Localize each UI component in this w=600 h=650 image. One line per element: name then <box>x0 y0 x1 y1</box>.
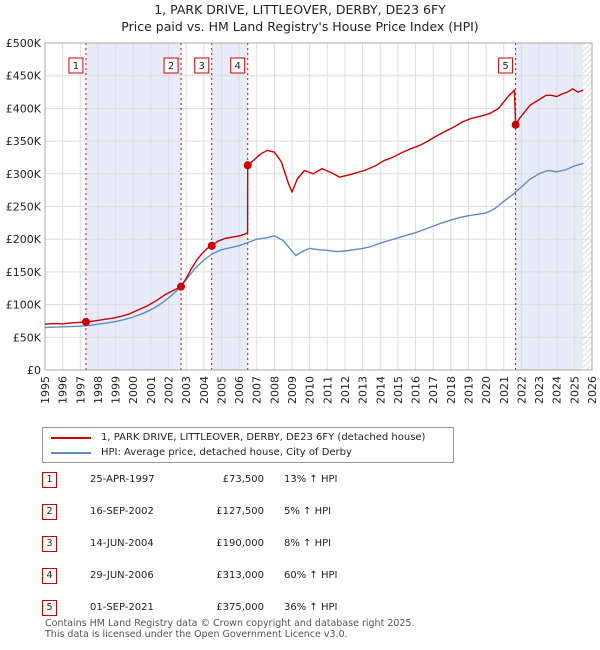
x-tick-label: 2018 <box>445 376 458 404</box>
x-tick-label: 2000 <box>127 376 140 404</box>
x-tick-label: 2025 <box>568 376 581 404</box>
sale-point <box>511 120 520 129</box>
plot-frame <box>44 42 593 371</box>
sale-price: £190,000 <box>216 538 264 549</box>
legend-swatch-blue <box>51 451 91 454</box>
chart-subtitle: Price paid vs. HM Land Registry's House … <box>121 19 479 34</box>
x-tick-label: 1996 <box>57 376 70 404</box>
y-tick-label: £500K <box>6 37 42 50</box>
sale-price: £127,500 <box>216 506 264 517</box>
footer: Contains HM Land Registry data © Crown c… <box>45 618 415 640</box>
y-tick-label: £450K <box>6 70 42 83</box>
x-tick-label: 1998 <box>92 376 105 404</box>
sale-label-box <box>230 57 246 74</box>
y-tick-label: £200K <box>6 233 42 246</box>
y-tick-label: £350K <box>6 135 42 148</box>
sale-label-box <box>68 57 84 74</box>
x-tick-label: 2012 <box>339 376 352 404</box>
chart-title: 1, PARK DRIVE, LITTLEOVER, DERBY, DE23 6… <box>154 2 446 17</box>
sale-marker-number: 4 <box>42 568 57 584</box>
legend-item-hpi: HPI: Average price, detached house, City… <box>51 447 352 458</box>
x-tick-label: 2006 <box>233 376 246 404</box>
legend-label-property: 1, PARK DRIVE, LITTLEOVER, DERBY, DE23 6… <box>101 432 426 443</box>
x-tick-label: 1999 <box>110 376 123 404</box>
sale-hpi-diff: 13% ↑ HPI <box>284 474 338 485</box>
x-tick-label: 2017 <box>427 376 440 404</box>
x-tick-label: 2026 <box>586 376 599 404</box>
x-tick-label: 2002 <box>163 376 176 404</box>
sale-hpi-diff: 60% ↑ HPI <box>284 570 338 581</box>
sale-hpi-diff: 36% ↑ HPI <box>284 602 338 613</box>
sale-label-box <box>498 57 514 74</box>
y-tick-label: £100K <box>6 299 42 312</box>
sale-marker-number: 5 <box>42 600 57 616</box>
x-tick-label: 2024 <box>551 376 564 404</box>
x-tick-label: 2016 <box>410 376 423 404</box>
x-tick-label: 2005 <box>215 376 228 404</box>
y-tick-label: £400K <box>6 102 42 115</box>
x-tick-label: 2015 <box>392 376 405 404</box>
sale-date: 29-JUN-2006 <box>90 570 154 581</box>
price-chart: £0 £50K £100K £150K £200K £250K £300K £350K £400… <box>6 37 599 404</box>
x-tick-label: 2008 <box>268 376 281 404</box>
sale-point <box>177 282 186 291</box>
x-tick-label: 2001 <box>145 376 158 404</box>
sale-label-number: 5 <box>502 61 508 72</box>
sale-marker-number: 1 <box>42 472 57 488</box>
sale-date: 14-JUN-2004 <box>90 538 154 549</box>
x-tick-label: 2004 <box>198 376 211 404</box>
x-tick-label: 1995 <box>39 376 52 404</box>
sale-point <box>243 161 252 170</box>
sale-label-number: 4 <box>235 61 241 72</box>
sale-price: £73,500 <box>222 474 264 485</box>
sale-price: £313,000 <box>216 570 264 581</box>
sale-label-number: 3 <box>199 61 205 72</box>
sale-date: 01-SEP-2021 <box>90 602 154 613</box>
sale-label-number: 1 <box>73 61 79 72</box>
sale-hpi-diff: 5% ↑ HPI <box>284 506 332 517</box>
x-tick-label: 2019 <box>462 376 475 404</box>
x-tick-label: 2011 <box>321 376 334 404</box>
footer-licence: This data is licensed under the Open Gov… <box>45 629 348 640</box>
sale-marker-number: 3 <box>42 536 57 552</box>
legend: 1, PARK DRIVE, LITTLEOVER, DERBY, DE23 6… <box>42 427 454 463</box>
table-row: 5 01-SEP-2021 £375,000 36% ↑ HPI <box>42 600 402 616</box>
sale-point <box>81 317 90 326</box>
y-tick-label: £300K <box>6 168 42 181</box>
x-tick-label: 2021 <box>498 376 511 404</box>
x-tick-label: 2020 <box>480 376 493 404</box>
hpi-line <box>44 162 584 329</box>
y-tick-label: £50K <box>13 331 42 344</box>
legend-label-hpi: HPI: Average price, detached house, City… <box>101 447 352 458</box>
sale-price: £375,000 <box>216 602 264 613</box>
sale-marker-number: 2 <box>42 504 57 520</box>
legend-item-property: 1, PARK DRIVE, LITTLEOVER, DERBY, DE23 6… <box>51 432 425 443</box>
y-tick-label: £250K <box>6 201 42 214</box>
x-tick-label: 2023 <box>533 376 546 404</box>
sale-label-number: 2 <box>168 61 174 72</box>
y-tick-label: £0 <box>27 364 41 377</box>
x-tick-label: 2010 <box>304 376 317 404</box>
x-tick-label: 2014 <box>374 376 387 404</box>
x-tick-label: 2003 <box>180 376 193 404</box>
sale-point <box>207 241 216 250</box>
table-row: 4 29-JUN-2006 £313,000 60% ↑ HPI <box>42 568 402 584</box>
sale-label-box <box>163 57 179 74</box>
sale-date: 16-SEP-2002 <box>90 506 154 517</box>
x-tick-label: 2013 <box>357 376 370 404</box>
x-tick-label: 2022 <box>515 376 528 404</box>
x-tick-label: 2009 <box>286 376 299 404</box>
sale-date: 25-APR-1997 <box>90 474 155 485</box>
table-row: 3 14-JUN-2004 £190,000 8% ↑ HPI <box>42 536 402 552</box>
table-row: 2 16-SEP-2002 £127,500 5% ↑ HPI <box>42 504 402 520</box>
y-tick-label: £150K <box>6 266 42 279</box>
sale-hpi-diff: 8% ↑ HPI <box>284 538 332 549</box>
legend-swatch-red <box>51 436 91 439</box>
sale-label-box <box>194 57 210 74</box>
x-tick-label: 2007 <box>251 376 264 404</box>
table-row: 1 25-APR-1997 £73,500 13% ↑ HPI <box>42 472 402 488</box>
footer-copyright: Contains HM Land Registry data © Crown c… <box>45 618 415 629</box>
x-tick-label: 1997 <box>74 376 87 404</box>
